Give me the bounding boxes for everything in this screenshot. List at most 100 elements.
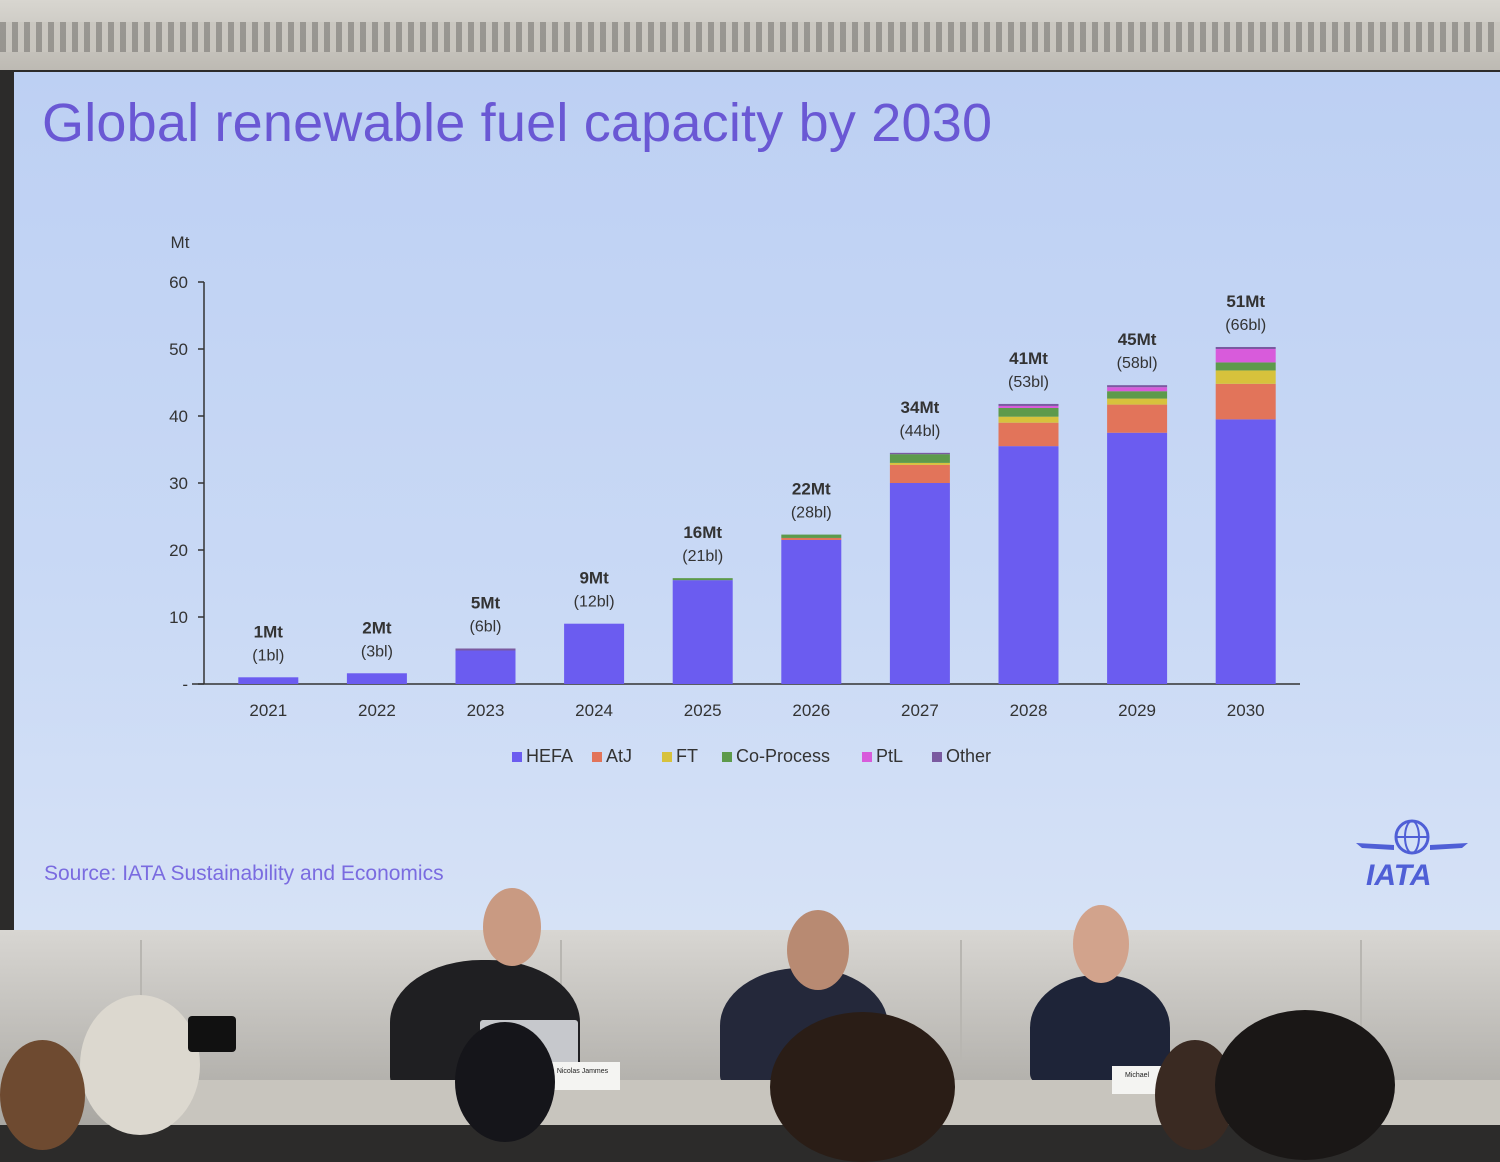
bar-segment-atj bbox=[1215, 383, 1276, 420]
bar-total-label: 45Mt bbox=[1118, 330, 1157, 349]
bar-segment-other bbox=[1215, 346, 1276, 349]
legend-label: HEFA bbox=[526, 746, 573, 766]
slide-source: Source: IATA Sustainability and Economic… bbox=[44, 862, 444, 885]
bar-segment-hefa bbox=[346, 673, 407, 684]
audience-head bbox=[770, 1012, 955, 1162]
legend-swatch bbox=[932, 752, 942, 762]
bar-total-label: 2Mt bbox=[362, 618, 392, 637]
bar-segment-hefa bbox=[1215, 419, 1276, 684]
bar-segment-hefa bbox=[238, 677, 299, 684]
audience-head bbox=[80, 995, 200, 1135]
bar-segment-other bbox=[1107, 385, 1168, 388]
legend-label: AtJ bbox=[606, 746, 632, 766]
bar-total-label: 1Mt bbox=[254, 622, 284, 641]
bar-total-label: 16Mt bbox=[683, 523, 722, 542]
y-tick-label: 10 bbox=[169, 608, 188, 627]
bar-segment-ft bbox=[889, 462, 950, 465]
legend-swatch bbox=[722, 752, 732, 762]
bar-total-label: 9Mt bbox=[579, 569, 609, 588]
nameplate-right: Michael bbox=[1112, 1066, 1162, 1094]
x-tick-label: 2028 bbox=[1010, 701, 1048, 720]
bar-segment-co-process bbox=[781, 534, 842, 538]
bar-segment-atj bbox=[889, 464, 950, 483]
bar-segment-co-process bbox=[889, 454, 950, 463]
wall-panel-divider bbox=[960, 940, 962, 1060]
bar-sub-label: (53bl) bbox=[1008, 374, 1049, 391]
y-tick-label: 50 bbox=[169, 340, 188, 359]
ceiling-vent bbox=[0, 22, 1500, 52]
speaker-center-head bbox=[787, 910, 849, 990]
bar-segment-ft bbox=[998, 416, 1059, 423]
audience-head bbox=[0, 1040, 85, 1150]
speaker-right-head bbox=[1073, 905, 1129, 983]
ceiling bbox=[0, 0, 1500, 70]
bar-segment-ft bbox=[1215, 370, 1276, 384]
speaker-left-head bbox=[483, 888, 541, 966]
y-tick-label: 20 bbox=[169, 541, 188, 560]
bar-total-label: 22Mt bbox=[792, 480, 831, 499]
bar-segment-co-process bbox=[998, 407, 1059, 417]
legend-swatch bbox=[592, 752, 602, 762]
bar-sub-label: (58bl) bbox=[1117, 355, 1158, 372]
bar-segment-ft bbox=[1107, 398, 1168, 405]
bar-segment-hefa bbox=[455, 650, 516, 684]
y-tick-label: 60 bbox=[169, 273, 188, 292]
bar-segment-hefa bbox=[672, 580, 733, 684]
bar-sub-label: (28bl) bbox=[791, 505, 832, 522]
bar-segment-co-process bbox=[1107, 391, 1168, 399]
legend-label: FT bbox=[676, 746, 698, 766]
bar-segment-ptl bbox=[1107, 387, 1168, 392]
bar-segment-ptl bbox=[998, 405, 1059, 408]
legend-label: Other bbox=[946, 746, 991, 766]
bar-total-label: 41Mt bbox=[1009, 349, 1048, 368]
bar-segment-hefa bbox=[564, 623, 625, 684]
x-tick-label: 2029 bbox=[1118, 701, 1156, 720]
x-tick-label: 2026 bbox=[792, 701, 830, 720]
audience-head bbox=[455, 1022, 555, 1142]
x-tick-label: 2022 bbox=[358, 701, 396, 720]
iata-logo: IATA bbox=[1354, 817, 1474, 897]
legend-label: PtL bbox=[876, 746, 903, 766]
legend-swatch bbox=[662, 752, 672, 762]
x-tick-label: 2024 bbox=[575, 701, 613, 720]
x-tick-label: 2027 bbox=[901, 701, 939, 720]
x-tick-label: 2021 bbox=[249, 701, 287, 720]
audience-head bbox=[1215, 1010, 1395, 1160]
y-axis-label: Mt bbox=[171, 233, 190, 252]
bar-sub-label: (44bl) bbox=[899, 423, 940, 440]
bar-segment-hefa bbox=[998, 446, 1059, 684]
bar-total-label: 5Mt bbox=[471, 593, 501, 612]
wall-panel-divider bbox=[1360, 940, 1362, 1060]
bar-segment-other bbox=[889, 452, 950, 455]
bar-segment-atj bbox=[998, 422, 1059, 447]
bar-sub-label: (6bl) bbox=[469, 618, 501, 635]
x-tick-label: 2023 bbox=[467, 701, 505, 720]
projection-screen: Global renewable fuel capacity by 2030 M… bbox=[14, 72, 1500, 930]
legend-label: Co-Process bbox=[736, 746, 830, 766]
y-tick-label: 30 bbox=[169, 474, 188, 493]
logo-text: IATA bbox=[1366, 859, 1432, 892]
legend-swatch bbox=[512, 752, 522, 762]
bar-total-label: 34Mt bbox=[901, 398, 940, 417]
bar-segment-atj bbox=[781, 537, 842, 540]
phone bbox=[188, 1016, 236, 1052]
bar-sub-label: (3bl) bbox=[361, 643, 393, 660]
bar-segment-other bbox=[455, 648, 516, 651]
bar-segment-other bbox=[998, 403, 1059, 406]
bar-sub-label: (12bl) bbox=[574, 594, 615, 611]
x-tick-label: 2025 bbox=[684, 701, 722, 720]
slide-title: Global renewable fuel capacity by 2030 bbox=[42, 93, 993, 153]
y-tick-label: 40 bbox=[169, 407, 188, 426]
bar-segment-atj bbox=[1107, 404, 1168, 433]
bar-segment-hefa bbox=[1107, 432, 1168, 684]
bar-sub-label: (1bl) bbox=[252, 647, 284, 664]
x-tick-label: 2030 bbox=[1227, 701, 1265, 720]
bar-segment-co-process bbox=[1215, 362, 1276, 371]
stacked-bar-chart: Mt-1020304050601Mt(1bl)20212Mt(3bl)20225… bbox=[169, 233, 1300, 766]
y-tick-label: - bbox=[182, 675, 188, 694]
bar-segment-hefa bbox=[889, 483, 950, 684]
globe-wings-icon bbox=[1356, 819, 1468, 855]
bar-segment-hefa bbox=[781, 539, 842, 684]
nameplate-left: Nicolas Jammes bbox=[545, 1062, 620, 1090]
bar-total-label: 51Mt bbox=[1226, 292, 1265, 311]
